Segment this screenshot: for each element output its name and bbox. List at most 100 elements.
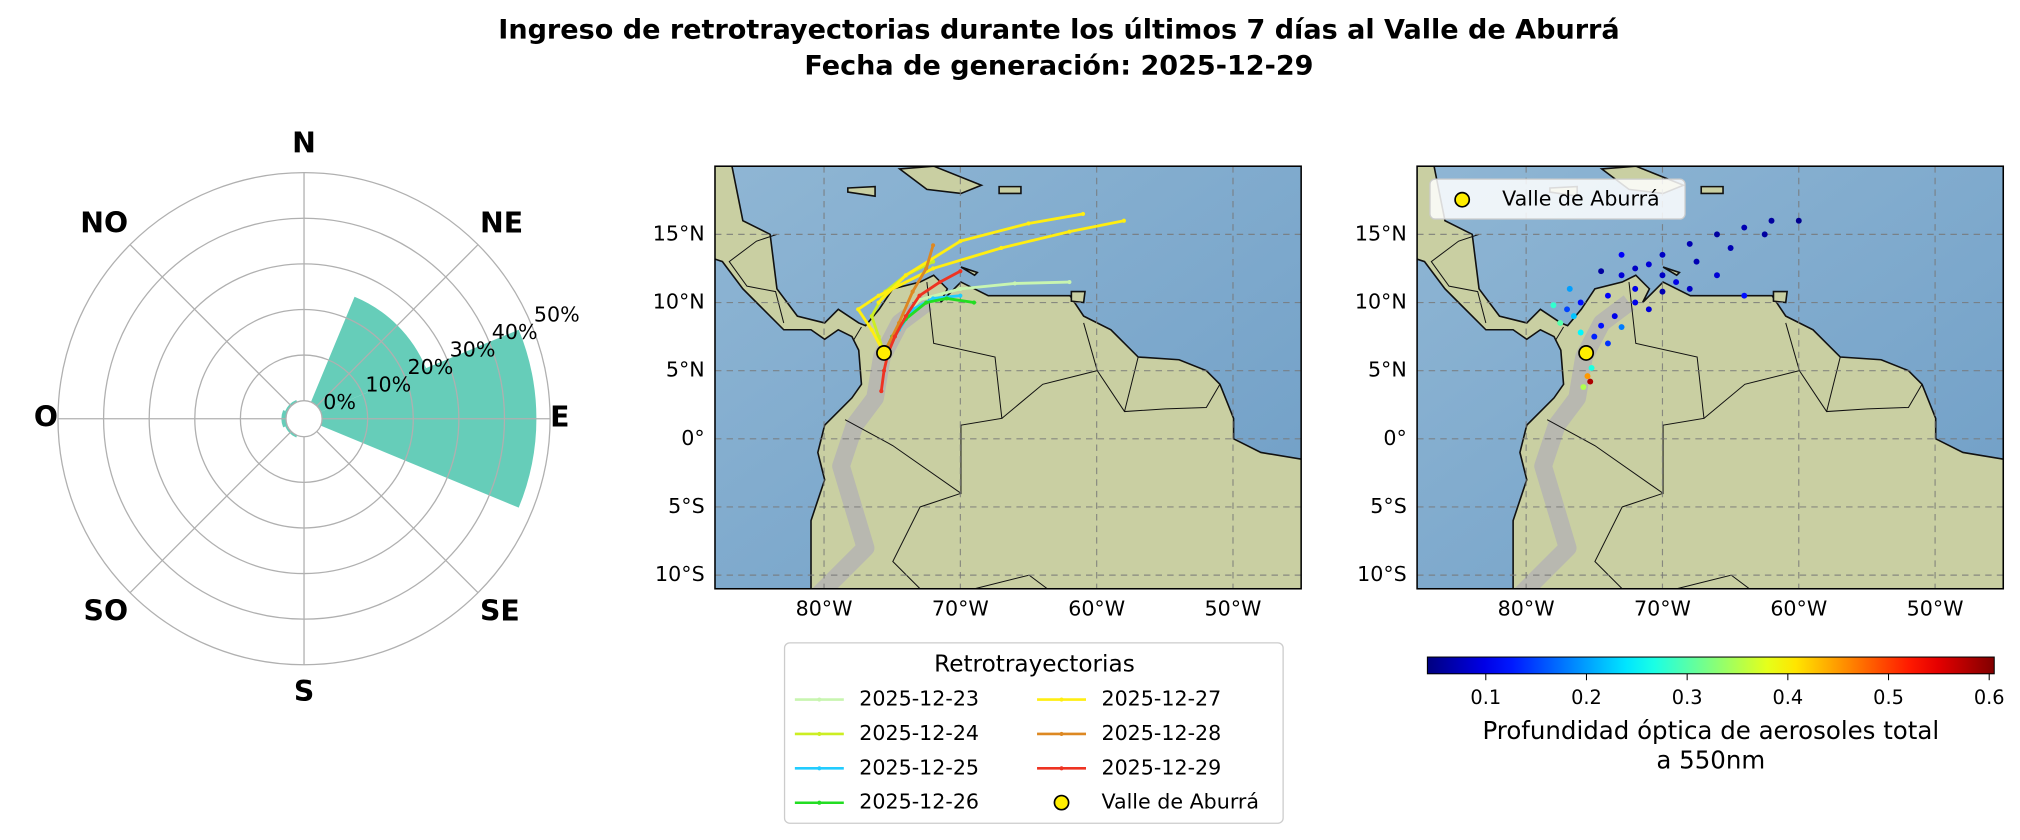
x-tick-label: 60°W bbox=[1068, 596, 1125, 620]
trajectory-point bbox=[910, 289, 915, 294]
aod-point bbox=[1645, 261, 1652, 268]
trajectory-point bbox=[971, 300, 977, 305]
legend-swatch-dot bbox=[1059, 731, 1064, 737]
r-tick-label: 40% bbox=[492, 320, 538, 344]
legend-title: Retrotrayectorias bbox=[934, 650, 1135, 677]
frame bbox=[1416, 165, 2005, 590]
aod-point bbox=[1761, 231, 1768, 238]
legend-box bbox=[783, 642, 1284, 824]
trajectory-point bbox=[876, 293, 881, 298]
trajectory-point bbox=[958, 269, 963, 274]
aod-point bbox=[1686, 240, 1693, 247]
direction-label: SE bbox=[480, 595, 520, 628]
colorbar bbox=[1426, 656, 1995, 675]
r-tick-label: 0% bbox=[323, 390, 356, 414]
legend-label: 2025-12-26 bbox=[859, 790, 979, 814]
legend-label: 2025-12-27 bbox=[1101, 687, 1221, 711]
trajectory-point bbox=[924, 266, 929, 271]
grid-spoke bbox=[129, 244, 292, 407]
legend-label: 2025-12-29 bbox=[1101, 755, 1221, 779]
trajectory-point bbox=[931, 259, 936, 264]
aod-point bbox=[1618, 272, 1625, 279]
aod-point bbox=[1577, 329, 1584, 336]
trajectory-point bbox=[903, 314, 908, 319]
trajectory-point bbox=[881, 368, 887, 373]
legend-box bbox=[1429, 178, 1686, 220]
legend-label: 2025-12-28 bbox=[1101, 721, 1221, 745]
aod-point bbox=[1618, 251, 1625, 258]
aod-point bbox=[1580, 384, 1587, 390]
trajectory-point bbox=[958, 239, 963, 244]
legend-swatch-dot bbox=[1059, 766, 1064, 771]
legend-swatch-dot bbox=[817, 697, 822, 702]
y-tick-label: 10°N bbox=[653, 290, 705, 314]
aod-point bbox=[1587, 378, 1594, 385]
x-tick-label: 80°W bbox=[1498, 596, 1555, 620]
aod-point bbox=[1686, 285, 1693, 292]
aod-point bbox=[1659, 288, 1666, 295]
trajectory-point bbox=[999, 245, 1004, 251]
aod-point bbox=[1659, 272, 1666, 279]
trajectory-point bbox=[876, 334, 881, 339]
direction-label: NO bbox=[80, 207, 128, 240]
trajectory-point bbox=[1012, 281, 1017, 286]
aod-point bbox=[1566, 285, 1573, 292]
aod-point bbox=[1570, 313, 1577, 320]
legend-swatch-dot bbox=[817, 800, 822, 805]
direction-label: O bbox=[34, 401, 58, 434]
colorbar-label: Profundidad óptica de aerosoles total bbox=[1482, 716, 1939, 745]
y-tick-label: 15°N bbox=[653, 221, 705, 245]
grid-spoke bbox=[129, 431, 292, 594]
aod-point bbox=[1673, 279, 1680, 286]
figure-title: Ingreso de retrotrayectorias durante los… bbox=[498, 14, 1619, 45]
y-tick-label: 5°S bbox=[1370, 494, 1407, 518]
aod-point bbox=[1714, 272, 1720, 279]
data-layer bbox=[714, 166, 1302, 589]
y-tick-label: 10°N bbox=[1355, 290, 1407, 314]
aod-point bbox=[1598, 268, 1605, 275]
aod-map bbox=[1416, 165, 2005, 590]
aod-point bbox=[1604, 292, 1611, 299]
aod-point bbox=[1604, 340, 1611, 347]
aod-point bbox=[1588, 364, 1595, 371]
data-layer bbox=[1417, 166, 2004, 589]
x-tick-label: 80°W bbox=[796, 596, 853, 620]
trajectory-point bbox=[917, 293, 922, 298]
trajectory-point bbox=[903, 273, 908, 278]
legend-label: 2025-12-25 bbox=[859, 755, 979, 779]
x-tick-label: 50°W bbox=[1907, 596, 1964, 620]
x-tick-label: 50°W bbox=[1205, 596, 1262, 620]
x-tick-label: 60°W bbox=[1770, 596, 1827, 620]
trajectory-point bbox=[1067, 280, 1072, 285]
aod-point bbox=[1632, 285, 1639, 292]
aod-point bbox=[1618, 324, 1625, 331]
r-tick-label: 10% bbox=[365, 372, 411, 396]
y-tick-label: 10°S bbox=[1357, 562, 1407, 586]
direction-label: SO bbox=[84, 595, 128, 628]
trajectory-point bbox=[1080, 211, 1086, 216]
trajectory bbox=[879, 269, 962, 392]
direction-label: NE bbox=[480, 207, 523, 240]
aod-point bbox=[1693, 258, 1700, 265]
colorbar-tick-label: 0.1 bbox=[1470, 686, 1501, 709]
direction-label: S bbox=[294, 675, 314, 708]
r-tick-label: 30% bbox=[450, 337, 496, 361]
x-tick-label: 70°W bbox=[932, 596, 989, 620]
trajectory-point bbox=[856, 307, 861, 312]
grid-spoke bbox=[316, 244, 479, 407]
aod-point bbox=[1741, 292, 1748, 299]
trajectory-point bbox=[876, 300, 881, 305]
r-tick-label: 20% bbox=[408, 355, 454, 379]
trajectory-point bbox=[931, 243, 936, 248]
aod-point bbox=[1714, 231, 1720, 238]
trajectory-point bbox=[931, 266, 936, 271]
grid-spoke bbox=[316, 431, 479, 594]
colorbar-tick-label: 0.2 bbox=[1571, 686, 1602, 709]
trajectory-point bbox=[1067, 229, 1072, 234]
y-tick-label: 5°S bbox=[668, 494, 705, 518]
trajectory-point bbox=[937, 280, 942, 285]
aod-point bbox=[1564, 306, 1571, 313]
aod-point bbox=[1645, 306, 1652, 313]
